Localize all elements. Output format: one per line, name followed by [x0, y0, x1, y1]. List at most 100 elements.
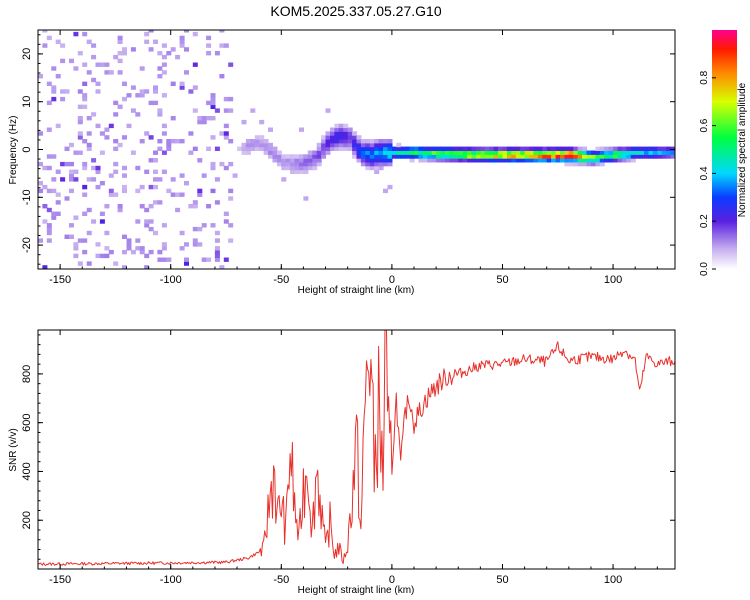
spectrogram-cell: [312, 161, 318, 167]
spectrogram-cell: [144, 253, 150, 259]
spectrogram-cell: [484, 154, 490, 159]
spectrogram-cell: [644, 150, 649, 155]
spectrogram-cell: [148, 204, 154, 209]
spectrogram-cell: [82, 192, 88, 197]
spectrogram-cell: [166, 146, 172, 151]
spectrogram-cell: [46, 223, 52, 228]
spectrogram-cell: [192, 242, 198, 247]
spectrogram-cell: [396, 154, 402, 159]
spectrogram-cell: [652, 154, 658, 159]
spectrogram-cell: [577, 154, 583, 159]
spectrogram-cell: [157, 177, 163, 182]
spectrogram-cell: [414, 150, 419, 155]
spectrogram-cell: [144, 39, 150, 44]
spectrogram-cell: [148, 226, 154, 232]
spectrogram-cell: [250, 139, 256, 144]
spectrogram-cell: [219, 74, 225, 79]
spectrogram-cell: [179, 246, 185, 251]
spectrogram-cell: [108, 70, 114, 75]
spectrogram-cell: [613, 146, 619, 151]
spectrogram-cell: [383, 150, 388, 155]
spectrogram-cell: [391, 146, 397, 151]
spectrogram-cell: [206, 43, 212, 48]
spectrogram-cell: [82, 238, 88, 243]
spectrogram-cell: [179, 139, 185, 144]
spectrogram-cell: [511, 154, 517, 159]
spectrogram-cell: [179, 85, 185, 90]
spectrogram-cell: [312, 165, 318, 171]
spectrogram-cell: [281, 161, 287, 167]
spectrogram-cell: [405, 154, 411, 159]
spectrogram-cell: [524, 158, 530, 163]
spectrogram-cell: [414, 154, 419, 159]
spectrogram-cell: [630, 146, 636, 151]
spectrogram-cell: [139, 93, 145, 98]
spectrogram-cell: [462, 158, 468, 163]
spectrogram-cell: [153, 85, 158, 90]
spectrogram-cell: [352, 154, 358, 159]
spectrogram-xtick-label: -100: [160, 274, 182, 286]
spectrogram-cell: [188, 89, 194, 94]
spectrogram-cell: [564, 150, 570, 155]
spectrogram-cell: [77, 51, 83, 56]
spectrogram-cell: [533, 150, 539, 155]
spectrogram-cell: [498, 154, 504, 159]
spectrogram-cell: [568, 158, 574, 163]
spectrogram-cell: [157, 146, 163, 151]
spectrogram-cell: [294, 158, 300, 163]
spectrogram-cell: [321, 146, 327, 151]
spectrogram-cell: [582, 150, 588, 155]
spectrogram-cell: [210, 223, 216, 228]
spectrogram-cell: [445, 154, 450, 159]
spectrogram-cell: [369, 139, 375, 144]
spectrogram-cell: [122, 47, 127, 52]
spectrogram-cell: [343, 131, 349, 136]
spectrogram-cell: [219, 265, 225, 269]
spectrogram-cell: [82, 184, 88, 190]
spectrogram-cell: [493, 150, 499, 155]
spectrogram-cell: [356, 154, 362, 159]
spectrogram-cell: [604, 158, 610, 163]
spectrogram-cell: [338, 131, 344, 136]
spectrogram-cell: [542, 154, 548, 159]
spectrogram-cell: [170, 116, 176, 121]
spectrogram-cell: [55, 39, 61, 44]
spectrogram-cell: [73, 169, 79, 174]
spectrogram-cell: [369, 142, 375, 148]
spectrogram-cell: [139, 89, 145, 94]
spectrogram-cell: [564, 158, 570, 163]
spectrogram-cell: [316, 154, 322, 159]
spectrogram-cell: [126, 246, 132, 251]
spectrogram-cell: [498, 158, 504, 163]
spectrogram-xtick-label: -50: [273, 274, 289, 286]
spectrogram-cell: [157, 200, 163, 205]
spectrogram-cell: [139, 139, 145, 144]
spectrogram-cell: [325, 146, 331, 151]
spectrogram-cell: [126, 238, 132, 243]
spectrogram-cell: [285, 154, 291, 159]
spectrogram-cell: [551, 146, 557, 151]
spectrogram-cell: [577, 158, 583, 163]
spectrogram-cell: [117, 51, 123, 56]
spectrogram-cell: [95, 184, 101, 190]
spectrogram-cell: [272, 146, 278, 151]
spectrogram-cell: [564, 154, 570, 159]
spectrogram-cell: [591, 158, 596, 163]
spectrogram-cell: [228, 108, 234, 113]
spectrogram-cell: [184, 261, 189, 266]
spectrogram-ytick-label: 10: [21, 96, 33, 108]
spectrogram-cell: [360, 139, 366, 144]
spectrogram-cell: [542, 146, 548, 151]
spectrogram-cell: [42, 184, 48, 190]
spectrogram-cell: [560, 158, 565, 163]
spectrogram-cell: [113, 161, 119, 167]
spectrogram-xtick-label: -150: [49, 274, 71, 286]
spectrogram-cell: [369, 146, 375, 151]
spectrogram-cell: [573, 154, 579, 159]
spectrogram-cell: [617, 150, 623, 155]
spectrogram-cell: [250, 142, 256, 148]
spectrogram-cell: [175, 54, 181, 60]
spectrogram-cell: [38, 131, 43, 136]
spectrogram-cell: [95, 242, 101, 247]
spectrogram-cell: [489, 150, 495, 155]
